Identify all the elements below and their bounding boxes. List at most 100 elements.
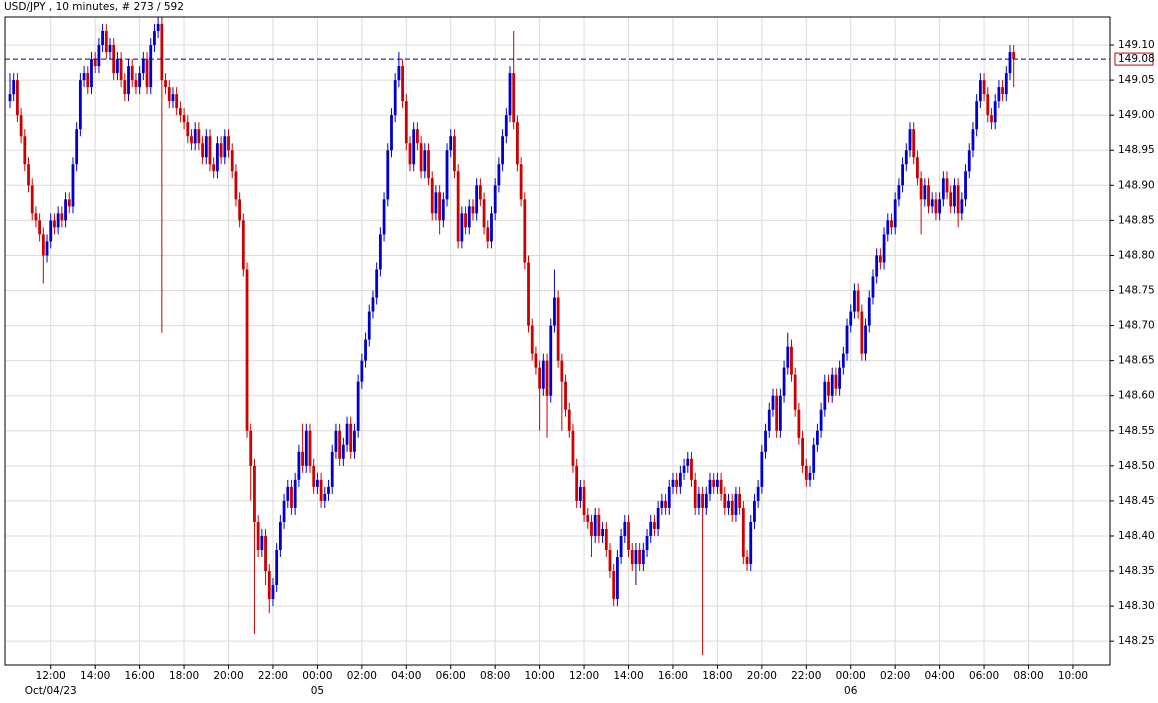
y-tick-label: 149.00 bbox=[1118, 109, 1155, 121]
x-tick-label: 22:00 bbox=[791, 670, 821, 682]
candle-body bbox=[108, 45, 112, 53]
candle-body bbox=[334, 430, 338, 452]
y-tick-label: 148.65 bbox=[1118, 355, 1155, 367]
candle-body bbox=[941, 178, 945, 200]
candle-body bbox=[297, 451, 301, 480]
candle-body bbox=[27, 164, 30, 186]
candle-body bbox=[627, 521, 630, 550]
candle-body bbox=[490, 213, 493, 242]
candle-body bbox=[834, 374, 838, 389]
candle-body bbox=[556, 297, 560, 361]
candle-body bbox=[716, 479, 719, 487]
candle-body bbox=[190, 136, 193, 144]
candle-body bbox=[308, 430, 312, 466]
candle-body bbox=[660, 500, 664, 508]
candle-body bbox=[349, 423, 353, 452]
candle-body bbox=[886, 220, 890, 235]
candle-body bbox=[423, 150, 427, 172]
candle-body bbox=[175, 94, 179, 109]
candle-body bbox=[908, 129, 912, 151]
candle-body bbox=[467, 206, 471, 228]
candle-body bbox=[316, 479, 319, 487]
candle-body bbox=[371, 297, 375, 312]
candle-body bbox=[486, 227, 490, 242]
candle-body bbox=[975, 101, 979, 130]
candle-body bbox=[145, 59, 149, 88]
candle-body bbox=[482, 199, 486, 228]
candle-body bbox=[549, 325, 553, 396]
candle-body bbox=[434, 192, 438, 214]
candle-body bbox=[967, 150, 971, 172]
candle-body bbox=[990, 115, 993, 123]
candle-body bbox=[741, 507, 745, 557]
candle-body bbox=[982, 80, 986, 95]
candle-body bbox=[8, 94, 12, 102]
candle-body bbox=[738, 493, 742, 508]
y-tick-label: 148.80 bbox=[1118, 249, 1155, 261]
candle-body bbox=[53, 220, 56, 228]
candle-body bbox=[60, 213, 64, 221]
candle-body bbox=[160, 24, 164, 81]
candle-body bbox=[760, 451, 764, 487]
candle-body bbox=[816, 430, 819, 445]
candle-body bbox=[504, 115, 508, 137]
candle-body bbox=[141, 59, 145, 74]
candle-body bbox=[497, 164, 501, 186]
candle-body bbox=[93, 59, 97, 67]
candle-body bbox=[378, 234, 382, 270]
candle-body bbox=[153, 31, 156, 46]
candle-body bbox=[56, 213, 60, 228]
candle-body bbox=[612, 571, 616, 600]
candle-body bbox=[582, 486, 586, 515]
candle-body bbox=[119, 59, 123, 81]
candle-body bbox=[234, 171, 238, 200]
candle-body bbox=[293, 479, 297, 508]
candle-body bbox=[708, 479, 712, 494]
candle-body bbox=[38, 220, 42, 235]
y-tick-label: 148.90 bbox=[1118, 179, 1155, 191]
candle-body bbox=[586, 514, 590, 522]
candle-body bbox=[730, 500, 734, 515]
candle-body bbox=[797, 409, 801, 438]
candle-body bbox=[804, 465, 808, 480]
candle-body bbox=[101, 31, 104, 46]
y-tick-label: 148.30 bbox=[1118, 600, 1155, 612]
candle-body bbox=[753, 500, 756, 522]
candle-body bbox=[427, 150, 430, 179]
candle-body bbox=[134, 80, 138, 88]
x-tick-label: 02:00 bbox=[347, 670, 377, 682]
candle-body bbox=[312, 465, 316, 487]
candle-body bbox=[519, 164, 523, 200]
candle-body bbox=[390, 115, 393, 151]
candle-body bbox=[256, 521, 260, 550]
candle-body bbox=[404, 101, 408, 144]
candle-body bbox=[960, 199, 964, 214]
candle-body bbox=[282, 500, 286, 522]
candle-body bbox=[619, 535, 623, 557]
x-tick-label: 10:00 bbox=[524, 670, 554, 682]
candle-body bbox=[386, 150, 390, 200]
candle-body bbox=[993, 101, 997, 123]
candle-body bbox=[408, 143, 412, 165]
candle-body bbox=[278, 521, 282, 550]
candle-body bbox=[71, 164, 75, 207]
x-tick-label: 18:00 bbox=[702, 670, 732, 682]
x-tick-label: 04:00 bbox=[391, 670, 421, 682]
candle-body bbox=[764, 430, 767, 452]
candle-body bbox=[756, 486, 760, 501]
candle-body bbox=[475, 185, 479, 214]
candle-body bbox=[19, 115, 23, 137]
candle-body bbox=[849, 311, 853, 326]
candle-body bbox=[156, 24, 160, 32]
candle-body bbox=[693, 479, 697, 508]
candle-body bbox=[949, 192, 953, 207]
candle-body bbox=[604, 528, 608, 550]
candle-body bbox=[397, 66, 401, 81]
candle-body bbox=[445, 150, 449, 200]
candle-body bbox=[767, 409, 771, 431]
candle-body bbox=[419, 143, 423, 172]
candle-body bbox=[553, 297, 556, 326]
